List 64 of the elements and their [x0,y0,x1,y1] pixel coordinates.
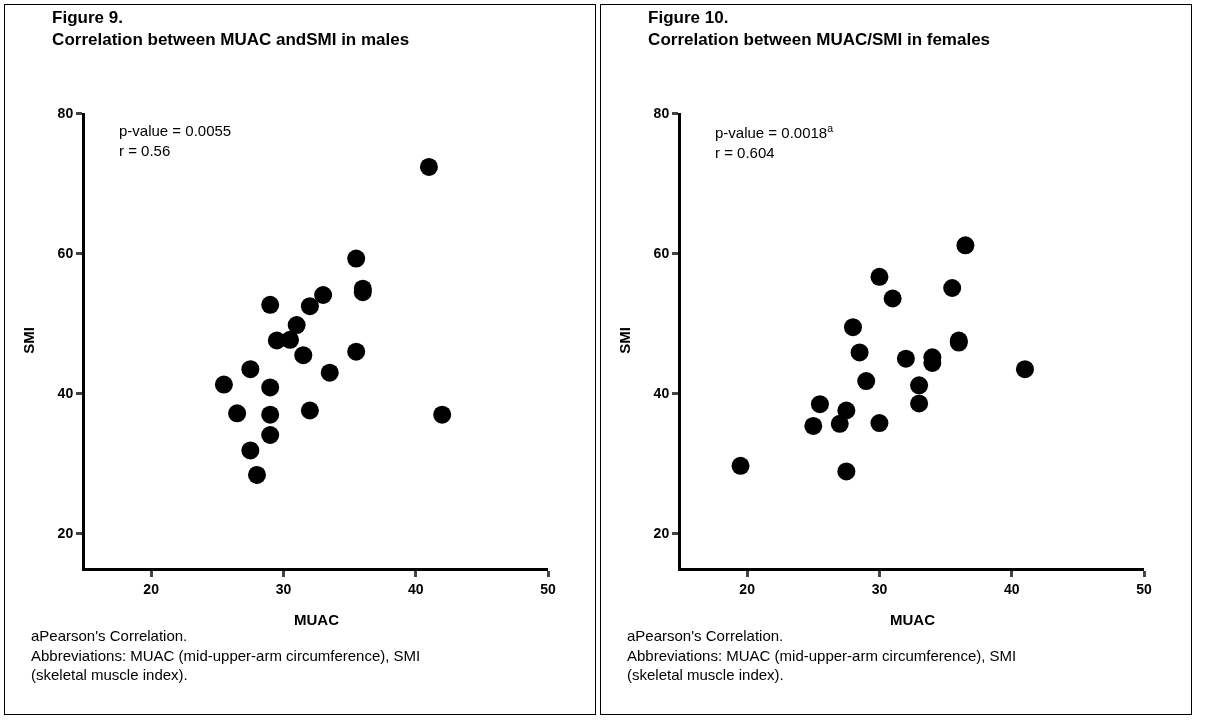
y-tick-label: 80 [57,104,74,121]
point [850,343,869,362]
y-tick-label: 20 [653,524,670,541]
point [267,331,286,350]
point [830,414,849,433]
point [300,401,319,420]
point [857,372,876,391]
chart-title: Figure 10. Correlation between MUAC/SMI in females [648,7,991,49]
point [883,289,902,308]
y-tick-label: 20 [57,524,74,541]
point [347,249,366,268]
y-tick-label: 40 [653,384,670,401]
y-axis-title: SMI [615,327,633,354]
point [843,318,862,337]
text: p-value = 0.0018$^{a}$ r = 0.604 [715,122,834,161]
chart-title: Figure 9. Correlation between MUAC andSMI in males [52,7,410,49]
x-tick-label: 50 [1136,580,1152,597]
point [837,462,856,481]
x-tick-label: 20 [143,580,160,597]
x-tick-label: 40 [407,580,424,597]
x-tick-label: 50 [540,580,556,597]
point [261,378,280,397]
point [870,414,889,433]
point [314,286,333,304]
point [261,405,280,424]
x-tick-label: 30 [275,580,292,597]
point [261,426,280,444]
point [320,363,339,382]
point [228,404,247,423]
point [214,375,233,394]
y-tick-label: 40 [57,384,74,401]
point [287,316,306,335]
y-axis-title: SMI [19,327,37,354]
text: aPearson's Correlation. Abbreviations: MUAC (mid-upper-arm circumference), SMI (skeletal muscle index). [627,627,1017,683]
y-tick-label: 80 [653,104,670,121]
point [1015,360,1034,379]
point [837,401,856,420]
point [870,267,889,286]
y-tick-label: 60 [57,244,74,261]
text: aPearson's Correlation. Abbreviations: MUAC (mid-upper-arm circumference), SMI (skeletal muscle index). [31,627,421,683]
point [419,157,438,176]
x-tick-label: 30 [871,580,888,597]
x-axis-title: MUAC [294,611,340,628]
point [896,349,915,368]
point [294,346,313,365]
x-tick-label: 20 [739,580,756,597]
point [910,394,929,413]
point [804,416,823,435]
point [261,295,280,314]
point [943,279,962,297]
point [247,465,266,484]
point [241,360,260,379]
point [347,342,366,361]
point [731,456,750,475]
y-tick-label: 60 [653,244,670,261]
point [810,395,829,414]
point [300,297,319,316]
point [910,376,929,395]
x-tick-label: 40 [1003,580,1020,597]
annotation: p-value = 0.0055 r = 0.56 [119,122,232,159]
point [433,405,452,424]
point [241,441,260,460]
point [956,236,975,255]
x-axis-title: MUAC [890,611,936,628]
